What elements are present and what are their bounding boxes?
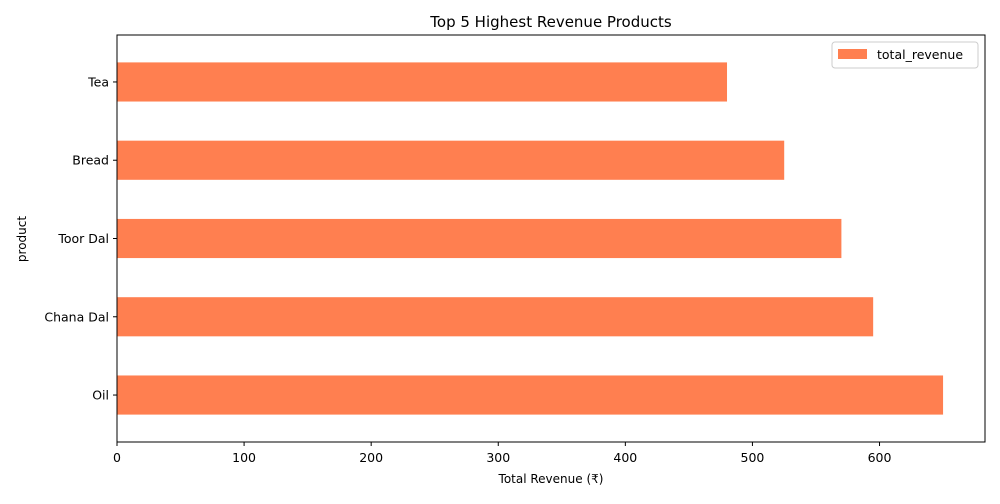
bar-bread [117, 140, 785, 180]
legend-swatch [838, 49, 867, 59]
y-axis-label: product [15, 216, 29, 262]
bar-tea [117, 62, 728, 102]
x-tick-label: 300 [486, 450, 510, 465]
x-tick-label: 0 [113, 450, 121, 465]
y-tick-label: Chana Dal [44, 309, 109, 324]
x-tick-label: 200 [359, 450, 383, 465]
x-tick-label: 400 [613, 450, 637, 465]
bar-toor-dal [117, 218, 842, 259]
bar-chana-dal [117, 297, 874, 337]
ticks-layer: Oil Chana Dal Toor Dal Bread Tea 0 100 200 300 40… [44, 74, 891, 465]
y-tick-label: Tea [87, 74, 109, 89]
y-tick-label: Oil [92, 388, 109, 403]
y-tick-label: Toor Dal [57, 231, 109, 246]
x-tick-label: 600 [868, 450, 892, 465]
x-tick-label: 500 [741, 450, 765, 465]
chart-title: Top 5 Highest Revenue Products [429, 13, 672, 31]
legend: total_revenue [831, 41, 979, 69]
x-tick-label: 100 [232, 450, 256, 465]
bar-oil [117, 375, 944, 415]
plot-frame [116, 34, 986, 443]
legend-box [831, 41, 979, 69]
x-axis-label: Total Revenue (₹) [498, 472, 604, 486]
legend-label: total_revenue [877, 47, 963, 62]
y-tick-label: Bread [72, 153, 109, 168]
bars-layer [117, 62, 944, 415]
